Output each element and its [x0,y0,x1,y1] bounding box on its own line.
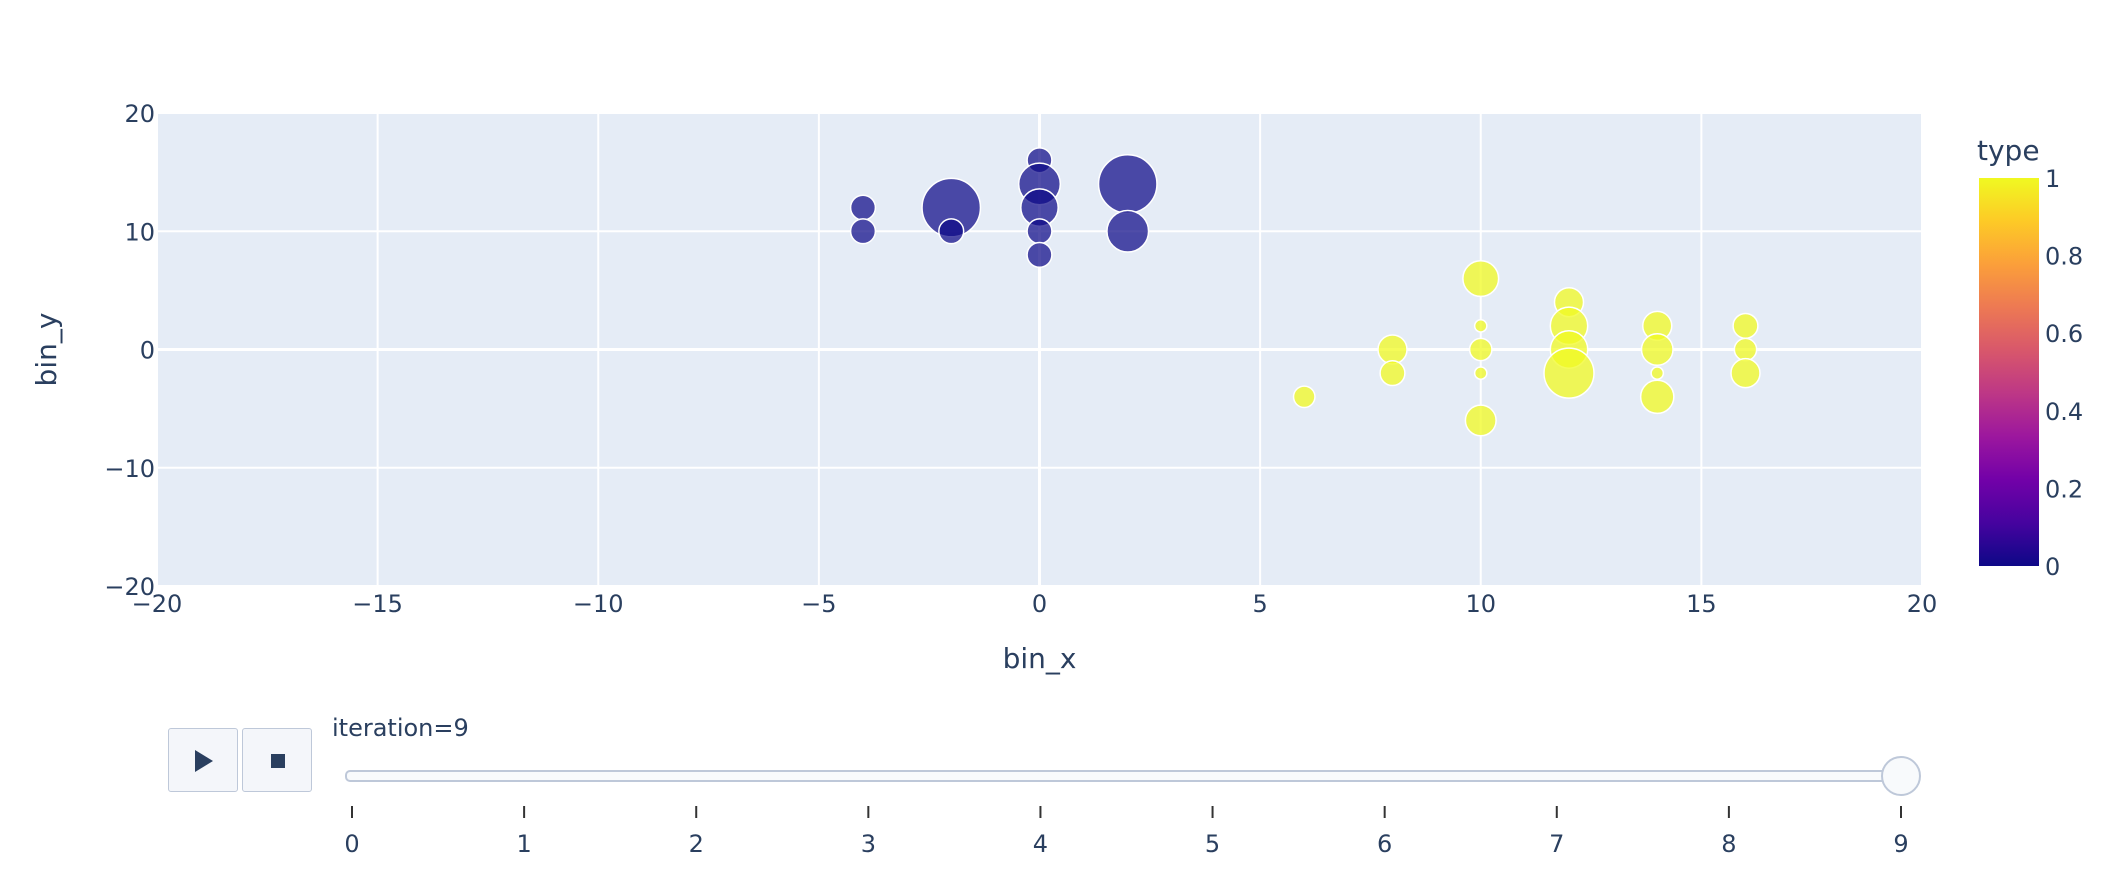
data-point [1026,218,1053,245]
data-point [1292,385,1316,409]
data-point [1730,357,1761,389]
slider-step-label: 2 [689,830,704,858]
x-axis-ticks: −20 −15 −10 −5 0 5 10 15 20 [132,590,1938,618]
slider-step-label: 8 [1721,830,1736,858]
x-tick-label: −10 [573,590,624,618]
slider-handle[interactable] [1881,756,1921,796]
x-tick-label: 20 [1907,590,1938,618]
colorbar [1979,178,2039,566]
y-tick-label: 0 [140,337,155,365]
colorbar-tick-label: 0.6 [2045,320,2083,348]
colorbar-ticks: 0 0.2 0.4 0.6 0.8 1 [2045,165,2083,581]
y-tick-label: 20 [124,100,155,128]
x-tick-label: 15 [1686,590,1717,618]
x-tick-label: −20 [132,590,183,618]
data-point [1468,337,1493,362]
x-tick-label: 5 [1252,590,1267,618]
data-point [1733,337,1758,362]
slider-step-label: 9 [1893,830,1908,858]
data-point [1543,347,1595,399]
data-points [849,147,1761,437]
x-axis-title: bin_x [1003,642,1077,675]
y-tick-label: −10 [104,455,155,483]
x-tick-label: −5 [801,590,836,618]
data-point [938,218,965,245]
y-tick-label: 10 [124,218,155,246]
slider-step-label: 7 [1549,830,1564,858]
colorbar-tick-label: 1 [2045,165,2060,193]
data-point [1026,241,1053,269]
data-point [1379,360,1406,387]
data-point [849,194,877,221]
data-point [1639,379,1675,415]
colorbar-tick-label: 0.4 [2045,398,2083,426]
x-tick-label: −15 [352,590,403,618]
colorbar-title: type [1977,134,2040,167]
data-point [1464,404,1497,437]
slider-step-label: 4 [1033,830,1048,858]
slider-step-label: 5 [1205,830,1220,858]
stop-icon [271,754,285,768]
x-tick-label: 0 [1032,590,1047,618]
data-point [1462,259,1500,298]
data-point [1106,209,1150,253]
colorbar-tick-label: 0 [2045,553,2060,581]
colorbar-tick-label: 0.8 [2045,243,2083,271]
data-point [1732,312,1759,340]
y-axis-ticks: −20 −10 0 10 20 [104,100,155,601]
data-point [1650,366,1665,380]
slider-rail [345,770,1915,782]
data-point [1640,332,1674,367]
stop-button[interactable] [242,728,312,792]
slider-step-label: 3 [861,830,876,858]
slider-step-label: 6 [1377,830,1392,858]
y-tick-label: −20 [104,573,155,601]
iteration-slider[interactable]: 0 1 2 3 4 5 6 7 8 9 [344,756,1921,858]
slider-step-label: 1 [516,830,531,858]
slider-current-value: iteration=9 [332,714,469,742]
play-button[interactable] [168,728,238,792]
play-icon [195,750,213,772]
slider-step-label: 0 [344,830,359,858]
colorbar-tick-label: 0.2 [2045,475,2083,503]
x-tick-label: 10 [1465,590,1496,618]
data-point [1473,366,1488,380]
grid-lines [156,112,1923,587]
y-axis-title: bin_y [30,313,63,387]
data-point [1473,319,1488,333]
data-point [1377,334,1408,365]
data-point [849,218,877,245]
data-point [1097,154,1158,214]
